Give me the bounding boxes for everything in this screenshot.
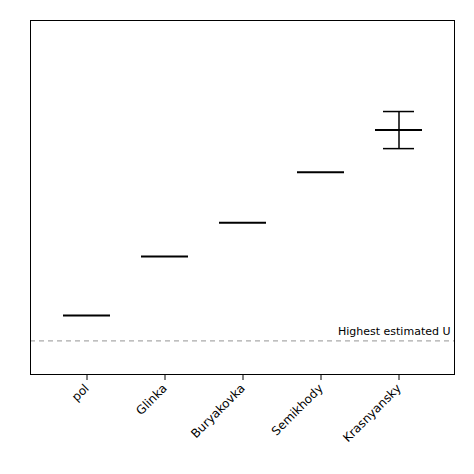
svg-text:Buryakovka: Buryakovka (188, 381, 248, 441)
svg-text:Semikhody: Semikhody (269, 381, 326, 438)
svg-text:Highest estimated U: Highest estimated U (338, 325, 451, 338)
svg-text:Krasnyansky: Krasnyansky (340, 381, 404, 445)
svg-text:Glinka: Glinka (133, 381, 170, 418)
svg-text:pol: pol (69, 381, 92, 404)
